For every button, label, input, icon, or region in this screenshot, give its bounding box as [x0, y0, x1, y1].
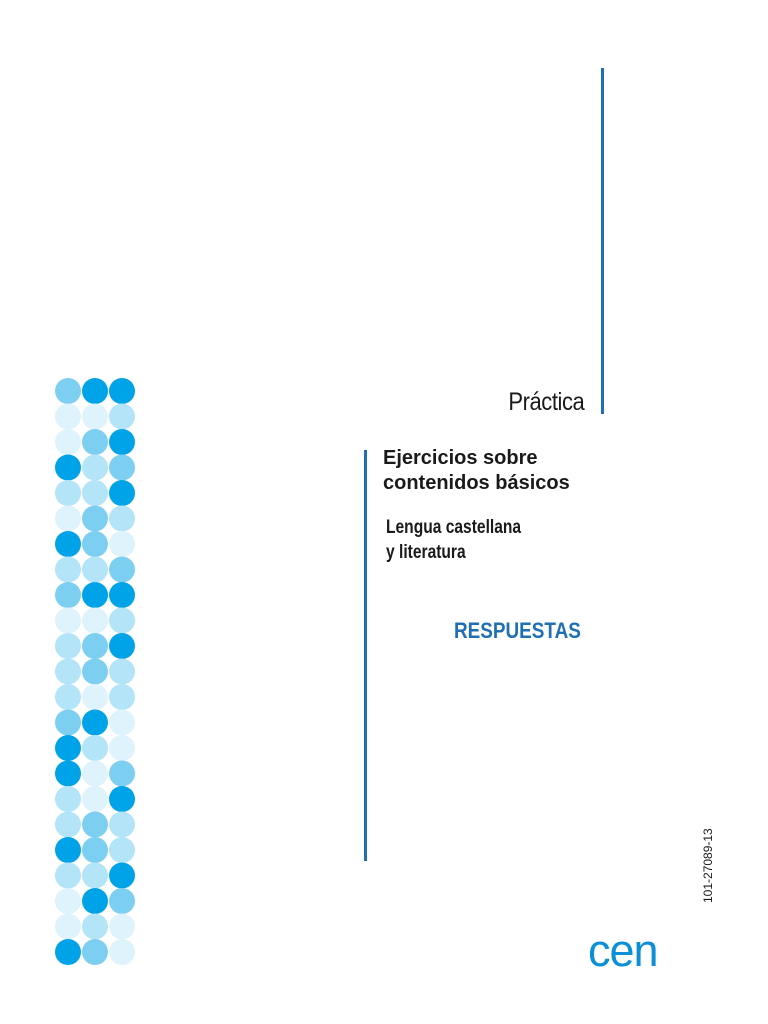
pattern-dot [109, 454, 135, 481]
pattern-dot [109, 633, 135, 659]
pattern-dot [82, 658, 108, 685]
series-title: Práctica [508, 388, 584, 416]
pattern-dot [55, 403, 81, 430]
pattern-dot [82, 811, 108, 838]
book-title-line2: contenidos básicos [383, 472, 570, 494]
pattern-dot [109, 531, 135, 557]
pattern-dot [109, 582, 135, 608]
publisher-logo: cen [588, 925, 659, 976]
pattern-dot [82, 378, 108, 404]
pattern-dot [109, 709, 135, 736]
pattern-dot [55, 607, 81, 634]
pattern-dot [82, 531, 108, 557]
pattern-dot [109, 378, 135, 404]
pattern-dot [55, 939, 81, 965]
pattern-dot [55, 480, 81, 506]
pattern-dot [55, 684, 81, 710]
pattern-dot [55, 658, 81, 685]
pattern-dot [82, 837, 108, 863]
pattern-dot [109, 811, 135, 838]
pattern-dot [55, 888, 81, 914]
divider-line-bottom [364, 450, 367, 861]
subject-title: Lengua castellana y literatura [386, 515, 521, 565]
pattern-dot [55, 429, 81, 455]
pattern-dot [109, 505, 135, 532]
pattern-dot [109, 658, 135, 685]
pattern-dot [109, 862, 135, 889]
pattern-dot [109, 735, 135, 761]
pattern-dot [55, 735, 81, 761]
pattern-dot [82, 760, 108, 787]
pattern-dot [55, 531, 81, 557]
pattern-dot [109, 429, 135, 455]
pattern-dot [82, 913, 108, 940]
pattern-dot [55, 913, 81, 940]
pattern-dot [55, 709, 81, 736]
pattern-dot [55, 556, 81, 583]
subject-line1: Lengua castellana [386, 517, 522, 538]
pattern-dot [82, 607, 108, 634]
pattern-dot [82, 505, 108, 532]
pattern-dot [55, 378, 81, 404]
pattern-dot [82, 480, 108, 506]
pattern-dot [109, 888, 135, 914]
pattern-dot [82, 684, 108, 710]
answers-label: RESPUESTAS [454, 618, 581, 643]
pattern-dot [109, 786, 135, 812]
pattern-dot [109, 480, 135, 506]
pattern-dot [55, 837, 81, 863]
pattern-dot [82, 735, 108, 761]
pattern-dot [109, 403, 135, 430]
pattern-dot [55, 454, 81, 481]
pattern-dot [82, 709, 108, 736]
pattern-dot [82, 454, 108, 481]
pattern-dot [55, 811, 81, 838]
pattern-dot [82, 862, 108, 889]
pattern-dot [55, 633, 81, 659]
isbn-code: 101-27089-13 [701, 828, 715, 903]
pattern-dot [82, 888, 108, 914]
pattern-dot [109, 760, 135, 787]
pattern-dot [82, 403, 108, 430]
pattern-dot [82, 939, 108, 965]
pattern-dot [55, 760, 81, 787]
pattern-dot [109, 939, 135, 965]
pattern-dot [82, 429, 108, 455]
pattern-dot [55, 786, 81, 812]
pattern-dot [109, 607, 135, 634]
pattern-dot [82, 786, 108, 812]
pattern-dot [82, 556, 108, 583]
pattern-dot [109, 556, 135, 583]
pattern-dot [82, 633, 108, 659]
pattern-dot [109, 913, 135, 940]
divider-line-top [601, 68, 604, 414]
subject-line2: y literatura [386, 542, 466, 563]
pattern-dot [109, 684, 135, 710]
pattern-dot [55, 582, 81, 608]
book-title-line1: Ejercicios sobre [383, 447, 538, 469]
pattern-dot [55, 862, 81, 889]
pattern-dot [109, 837, 135, 863]
book-title: Ejercicios sobre contenidos básicos [383, 446, 570, 496]
pattern-dot [82, 582, 108, 608]
pattern-dot [55, 505, 81, 532]
